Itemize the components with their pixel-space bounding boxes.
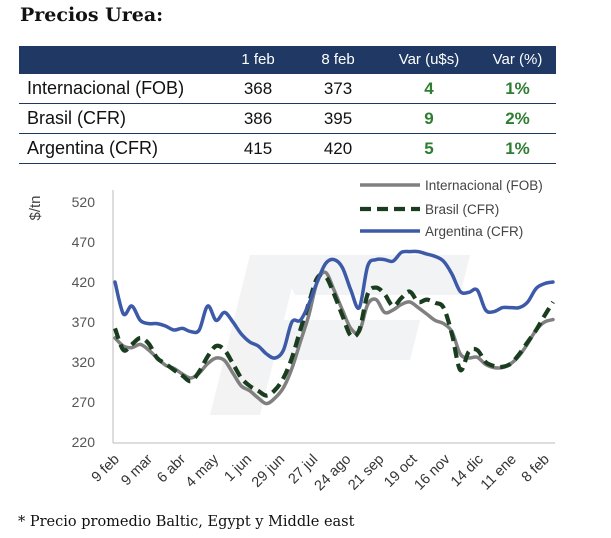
chart-axes: $/tn: [27, 190, 555, 444]
table-header-cell: [19, 46, 219, 74]
price-table: 1 feb 8 feb Var (u$s) Var (%) Internacio…: [19, 46, 556, 164]
series-line-internacional-fob: [113, 270, 555, 406]
row-value-8feb: 395: [323, 108, 353, 128]
y-tick-label: 520: [72, 194, 96, 210]
chart-legend: Internacional (FOB) Brasil (CFR) Argentina…: [360, 178, 543, 239]
footnote: * Precio promedio Baltic, Egypt y Middle…: [18, 514, 355, 530]
series-line-brasil-cfr: [113, 272, 555, 398]
y-axis-label: $/tn: [27, 195, 44, 220]
row-var-pct: 2%: [505, 108, 530, 128]
row-var-abs: 5: [424, 138, 434, 158]
y-tick-label: 270: [72, 394, 96, 410]
table-row: Argentina (CFR) 415 420 5 1%: [19, 134, 556, 164]
table-header-row: 1 feb 8 feb Var (u$s) Var (%): [19, 46, 556, 74]
row-var-abs: 4: [424, 78, 434, 98]
y-tick-label: 220: [72, 434, 96, 450]
series-line-argentina-cfr: [113, 249, 555, 360]
row-value-8feb: 373: [323, 78, 353, 98]
y-tick-label: 370: [72, 314, 96, 330]
row-value-8feb: 420: [323, 138, 353, 158]
x-tick-label: 4 may: [183, 451, 223, 491]
table-header-cell: 1 feb: [219, 46, 297, 74]
chart-title: Precios Urea:: [20, 4, 164, 26]
series-lines: [113, 249, 555, 406]
table-header-cell: Var (u$s): [379, 46, 479, 74]
x-tick-label: 16 nov: [411, 451, 454, 494]
row-name: Internacional (FOB): [27, 78, 185, 98]
x-tick-label: 8 feb: [519, 452, 553, 486]
row-var-pct: 1%: [505, 78, 530, 98]
legend-label: Brasil (CFR): [425, 202, 499, 217]
row-var-abs: 9: [424, 108, 434, 128]
x-tick-label: 24 ago: [312, 452, 355, 495]
legend-label: Argentina (CFR): [425, 224, 523, 239]
row-value-1feb: 386: [243, 108, 273, 128]
table-header-cell: 8 feb: [297, 46, 379, 74]
y-tick-label: 320: [72, 354, 96, 370]
legend-label: Internacional (FOB): [425, 178, 543, 193]
x-tick-label: 29 jun: [249, 452, 288, 491]
row-value-1feb: 368: [243, 78, 273, 98]
x-tick-label: 21 sep: [345, 452, 387, 494]
row-value-1feb: 415: [243, 138, 273, 158]
row-var-pct: 1%: [505, 138, 530, 158]
table-row: Internacional (FOB) 368 373 4 1%: [19, 73, 556, 104]
y-tick-label: 420: [72, 274, 96, 290]
table-row: Brasil (CFR) 386 395 9 2%: [19, 104, 556, 134]
table-header-cell: Var (%): [479, 46, 556, 74]
y-axis-ticks: 220 270 320 370 420 470 520: [72, 194, 96, 450]
row-name: Argentina (CFR): [27, 138, 159, 158]
x-tick-label: 9 mar: [118, 451, 156, 489]
y-tick-label: 470: [72, 234, 96, 250]
x-tick-label: 11 ene: [478, 452, 520, 494]
x-tick-label: 9 feb: [89, 452, 123, 486]
row-name: Brasil (CFR): [27, 108, 126, 128]
